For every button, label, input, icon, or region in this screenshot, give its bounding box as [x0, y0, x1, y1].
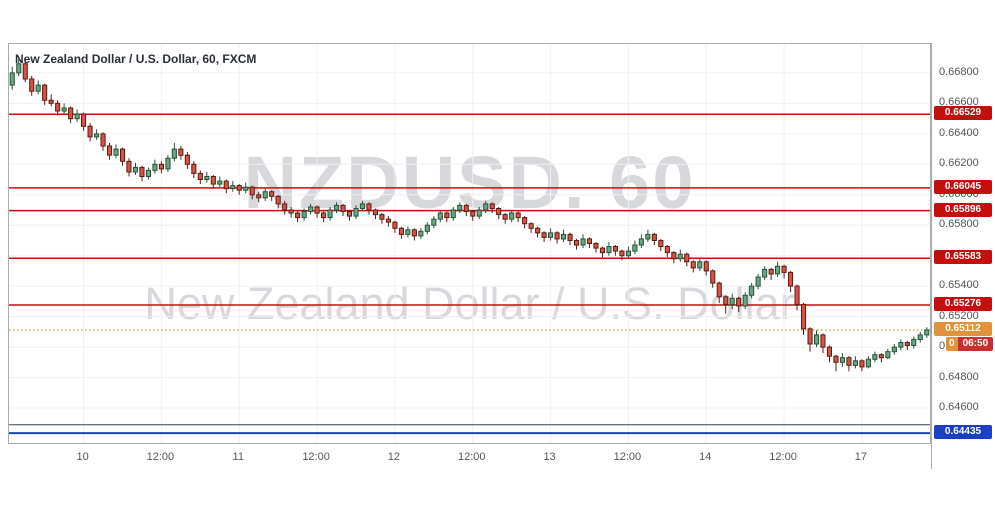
price-tick-label: 0.65800 — [939, 218, 979, 231]
price-tick-label: 0.66200 — [939, 157, 979, 170]
price-tick-label: 0.66800 — [939, 65, 979, 78]
price-tick-label: 0.66600 — [939, 96, 979, 109]
time-tick-label: 12:00 — [613, 451, 642, 463]
countdown-time: 06:50 — [957, 337, 994, 351]
time-tick-label: 12:00 — [769, 451, 797, 463]
time-tick-label: 12:00 — [302, 451, 330, 463]
time-tick-label: 12 — [387, 451, 401, 463]
time-tick-label: 12:00 — [146, 451, 175, 463]
time-tick-label: 10 — [76, 451, 89, 463]
price-level-badge: 0.64435 — [934, 425, 992, 440]
last-price-badge: 0.65112 — [934, 322, 992, 336]
price-level-badge: 0.65896 — [934, 202, 992, 217]
bar-countdown-badge: 0 06:50 — [946, 337, 994, 351]
price-level-badge: 0.66045 — [934, 179, 992, 194]
price-tick-label: 0.64800 — [939, 370, 979, 383]
price-level-badge: 0.66529 — [934, 106, 992, 121]
price-tick-label: 0.64600 — [939, 400, 979, 413]
time-tick-label: 13 — [543, 451, 556, 463]
price-axis[interactable]: 0.668000.666000.664000.662000.660000.658… — [931, 43, 995, 469]
chart-plot-area[interactable]: New Zealand Dollar / U.S. Dollar, 60, FX… — [8, 43, 931, 444]
price-tick-label: 0.65200 — [939, 309, 979, 322]
time-axis[interactable]: 10 12:00 11 12:00 12 12:00 13 12:00 14 12:00 17 — [8, 444, 931, 470]
chart-title: New Zealand Dollar / U.S. Dollar, 60, FX… — [15, 52, 257, 66]
price-level-badge: 0.65583 — [934, 250, 992, 265]
time-tick-label: 12:00 — [457, 451, 486, 463]
candlestick-canvas[interactable] — [9, 44, 930, 443]
time-tick-label: 14 — [699, 451, 712, 463]
price-level-badge: 0.65276 — [934, 297, 992, 312]
time-tick-label: 17 — [854, 451, 868, 463]
price-tick-label: 0.65400 — [939, 279, 979, 292]
time-tick-label: 11 — [232, 451, 244, 463]
price-tick-label: 0.66400 — [939, 126, 979, 139]
countdown-prefix: 0 — [946, 337, 958, 351]
